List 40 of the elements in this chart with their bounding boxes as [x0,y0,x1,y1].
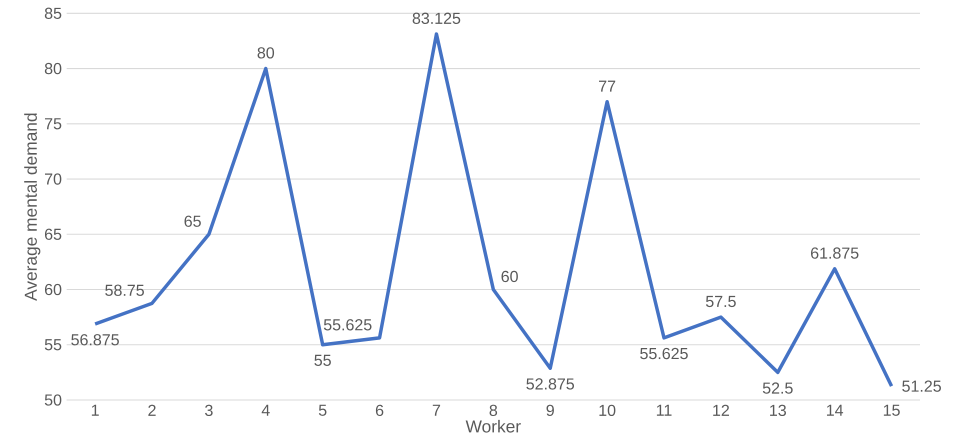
data-label: 77 [599,80,616,92]
data-label: 65 [184,216,201,227]
y-tick-label: 85 [44,8,62,19]
y-tick-label: 80 [44,62,62,74]
data-label: 58.75 [105,284,144,296]
x-tick-label: 5 [318,404,326,416]
x-axis-title: Worker [466,420,521,433]
x-tick-label: 7 [432,404,440,416]
y-tick-label: 75 [44,118,62,130]
data-label: 51.25 [902,380,941,392]
data-label: 57.5 [706,296,736,308]
data-label: 60 [502,270,518,282]
y-tick-label: 65 [44,228,62,240]
x-tick-label: 4 [262,404,270,416]
x-tick-label: 12 [713,404,729,416]
y-axis-title: Average mental demand [24,114,40,301]
x-tick-label: 13 [770,404,786,416]
data-label: 55.625 [324,319,372,330]
x-tick-label: 6 [376,404,384,416]
x-tick-label: 3 [205,404,213,416]
y-tick-label: 55 [44,339,62,350]
data-label: 52.5 [762,382,793,394]
data-label: 52.875 [526,378,574,390]
data-label: 61.875 [811,247,858,259]
y-tick-label: 70 [44,173,62,185]
data-label: 55.625 [640,348,688,360]
x-tick-label: 1 [92,404,99,416]
x-tick-label: 15 [884,404,900,416]
x-tick-label: 8 [490,404,498,416]
y-tick-label: 50 [44,394,62,406]
data-label: 56.875 [71,334,119,346]
y-tick-label: 60 [44,284,62,296]
x-tick-label: 9 [546,404,554,416]
data-label: 83.125 [412,12,460,24]
x-tick-label: 11 [656,404,672,416]
x-tick-label: 2 [148,404,156,416]
data-label: 80 [258,47,274,59]
data-label: 55 [314,354,331,366]
x-tick-label: 10 [599,404,616,416]
x-tick-label: 14 [826,404,844,416]
